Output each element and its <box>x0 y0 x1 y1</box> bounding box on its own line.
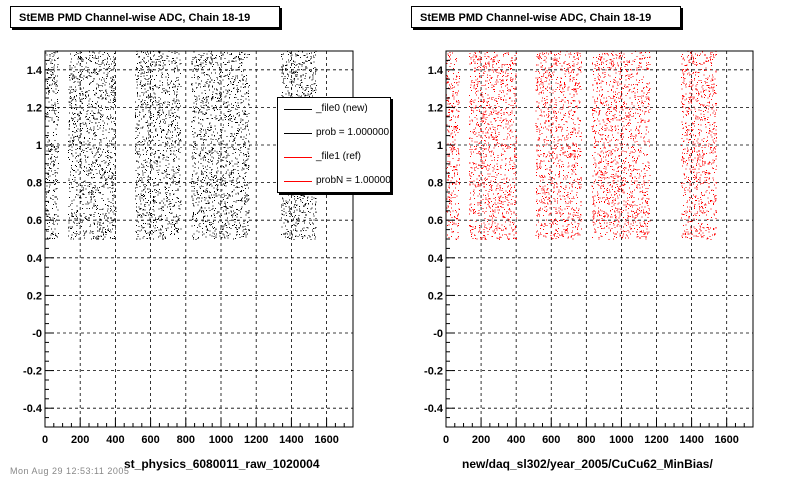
data-points <box>446 51 718 240</box>
y-tick-label: -0.2 <box>424 366 443 378</box>
y-tick-label: -0.4 <box>23 403 43 415</box>
y-tick-label: 1.4 <box>27 65 43 77</box>
legend-label: prob = 1.000000 <box>316 127 390 138</box>
y-tick-label: 1.2 <box>428 102 443 114</box>
legend-box: _file0 (new) prob = 1.000000 _file1 (ref… <box>277 97 391 193</box>
legend-swatch <box>284 181 312 182</box>
data-band <box>446 52 461 240</box>
y-tick-label: 0.4 <box>428 253 444 265</box>
left-x-axis-label: st_physics_6080011_raw_1020004 <box>124 457 320 471</box>
x-tick-label: 1600 <box>314 434 338 446</box>
x-tick-label: 200 <box>71 434 89 446</box>
y-tick-label: 0.6 <box>27 215 42 227</box>
data-band <box>67 51 117 240</box>
y-tick-label: 0.6 <box>428 215 443 227</box>
x-tick-label: 600 <box>141 434 159 446</box>
y-tick-label: 1 <box>437 140 443 152</box>
y-tick-label: -0 <box>433 328 443 340</box>
y-tick-label: -0.4 <box>424 403 444 415</box>
timestamp-footer: Mon Aug 29 12:53:11 2005 <box>10 466 130 476</box>
x-tick-label: 1000 <box>609 434 633 446</box>
legend-swatch <box>284 157 312 158</box>
y-tick-label: 0.8 <box>27 178 42 190</box>
data-band <box>591 51 651 240</box>
y-tick-label: 0.2 <box>428 290 443 302</box>
y-tick-label: -0.2 <box>23 366 42 378</box>
right-plot-panel: 0 200 400 600 800 1000 1200 1400 1600 -0.4 -0.2 -0 0… <box>424 50 754 446</box>
x-tick-label: 600 <box>542 434 560 446</box>
y-tick-label: 0.8 <box>428 178 443 190</box>
data-band <box>535 51 583 240</box>
legend-entry: _file0 (new) <box>278 98 390 122</box>
y-tick-label: 1.4 <box>428 65 444 77</box>
data-band <box>191 51 251 240</box>
x-tick-label: 1400 <box>679 434 703 446</box>
x-tick-label: 1000 <box>209 434 233 446</box>
legend-entry: probN = 1.000000 <box>278 170 391 192</box>
x-tick-label: 400 <box>507 434 525 446</box>
legend-label: _file1 (ref) <box>316 151 362 162</box>
legend-entry: _file1 (ref) <box>278 146 390 170</box>
y-tick-label: -0 <box>32 328 42 340</box>
legend-entry: prob = 1.000000 <box>278 122 390 146</box>
x-tick-label: 200 <box>472 434 490 446</box>
right-x-axis-label: new/daq_sl302/year_2005/CuCu62_MinBias/ <box>462 457 713 471</box>
x-tick-label: 800 <box>577 434 595 446</box>
y-tick-label: 0.2 <box>27 290 42 302</box>
data-band <box>681 51 718 240</box>
legend-swatch <box>284 133 312 134</box>
legend-swatch <box>284 109 312 110</box>
left-chart-title: StEMB PMD Channel-wise ADC, Chain 18-19 <box>10 6 280 28</box>
x-tick-label: 800 <box>177 434 195 446</box>
legend-label: probN = 1.000000 <box>316 175 391 186</box>
x-tick-label: 400 <box>106 434 124 446</box>
x-tick-label: 1600 <box>714 434 738 446</box>
x-tick-label: 0 <box>42 434 48 446</box>
data-band <box>134 51 182 240</box>
x-tick-label: 1400 <box>279 434 303 446</box>
x-tick-label: 1200 <box>244 434 268 446</box>
legend-label: _file0 (new) <box>316 103 368 114</box>
right-chart-title: StEMB PMD Channel-wise ADC, Chain 18-19 <box>411 6 681 28</box>
x-tick-label: 1200 <box>644 434 668 446</box>
y-tick-label: 1.2 <box>27 102 42 114</box>
y-tick-label: 1 <box>36 140 42 152</box>
x-tick-label: 0 <box>443 434 449 446</box>
y-tick-label: 0.4 <box>27 253 43 265</box>
